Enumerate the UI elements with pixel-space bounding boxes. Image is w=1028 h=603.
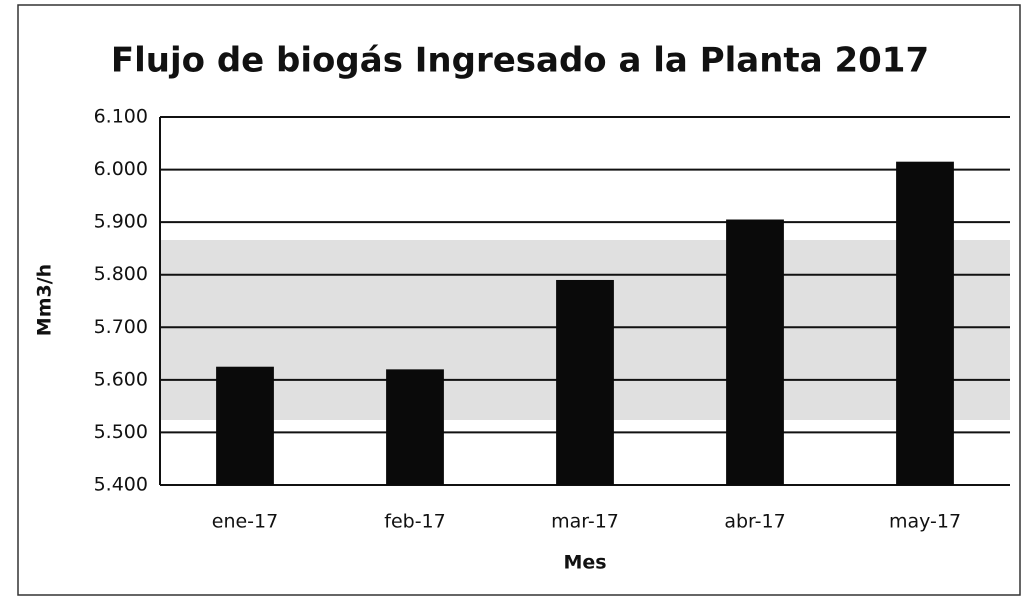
bar xyxy=(386,369,444,485)
x-tick-label: feb-17 xyxy=(384,511,445,533)
x-tick-label: abr-17 xyxy=(724,511,785,533)
y-tick-label: 5.500 xyxy=(94,421,148,443)
x-tick-label: mar-17 xyxy=(551,511,619,533)
chart-title: Flujo de biogás Ingresado a la Planta 20… xyxy=(111,41,929,81)
y-tick-label: 5.800 xyxy=(94,263,148,285)
bar xyxy=(896,161,954,485)
y-axis-label: Mm3/h xyxy=(34,264,56,336)
bar xyxy=(556,279,614,485)
y-tick-label: 5.700 xyxy=(94,316,148,338)
y-tick-label: 6.000 xyxy=(94,158,148,180)
y-tick-label: 5.600 xyxy=(94,368,148,390)
bar xyxy=(216,366,274,485)
chart-frame xyxy=(17,4,1021,596)
y-tick-label: 5.900 xyxy=(94,211,148,233)
y-tick-label: 6.100 xyxy=(94,106,148,128)
bar xyxy=(726,219,784,485)
y-tick-label: 5.400 xyxy=(94,474,148,496)
x-tick-label: may-17 xyxy=(889,511,961,533)
x-axis-label: Mes xyxy=(563,552,606,574)
x-tick-label: ene-17 xyxy=(212,511,278,533)
